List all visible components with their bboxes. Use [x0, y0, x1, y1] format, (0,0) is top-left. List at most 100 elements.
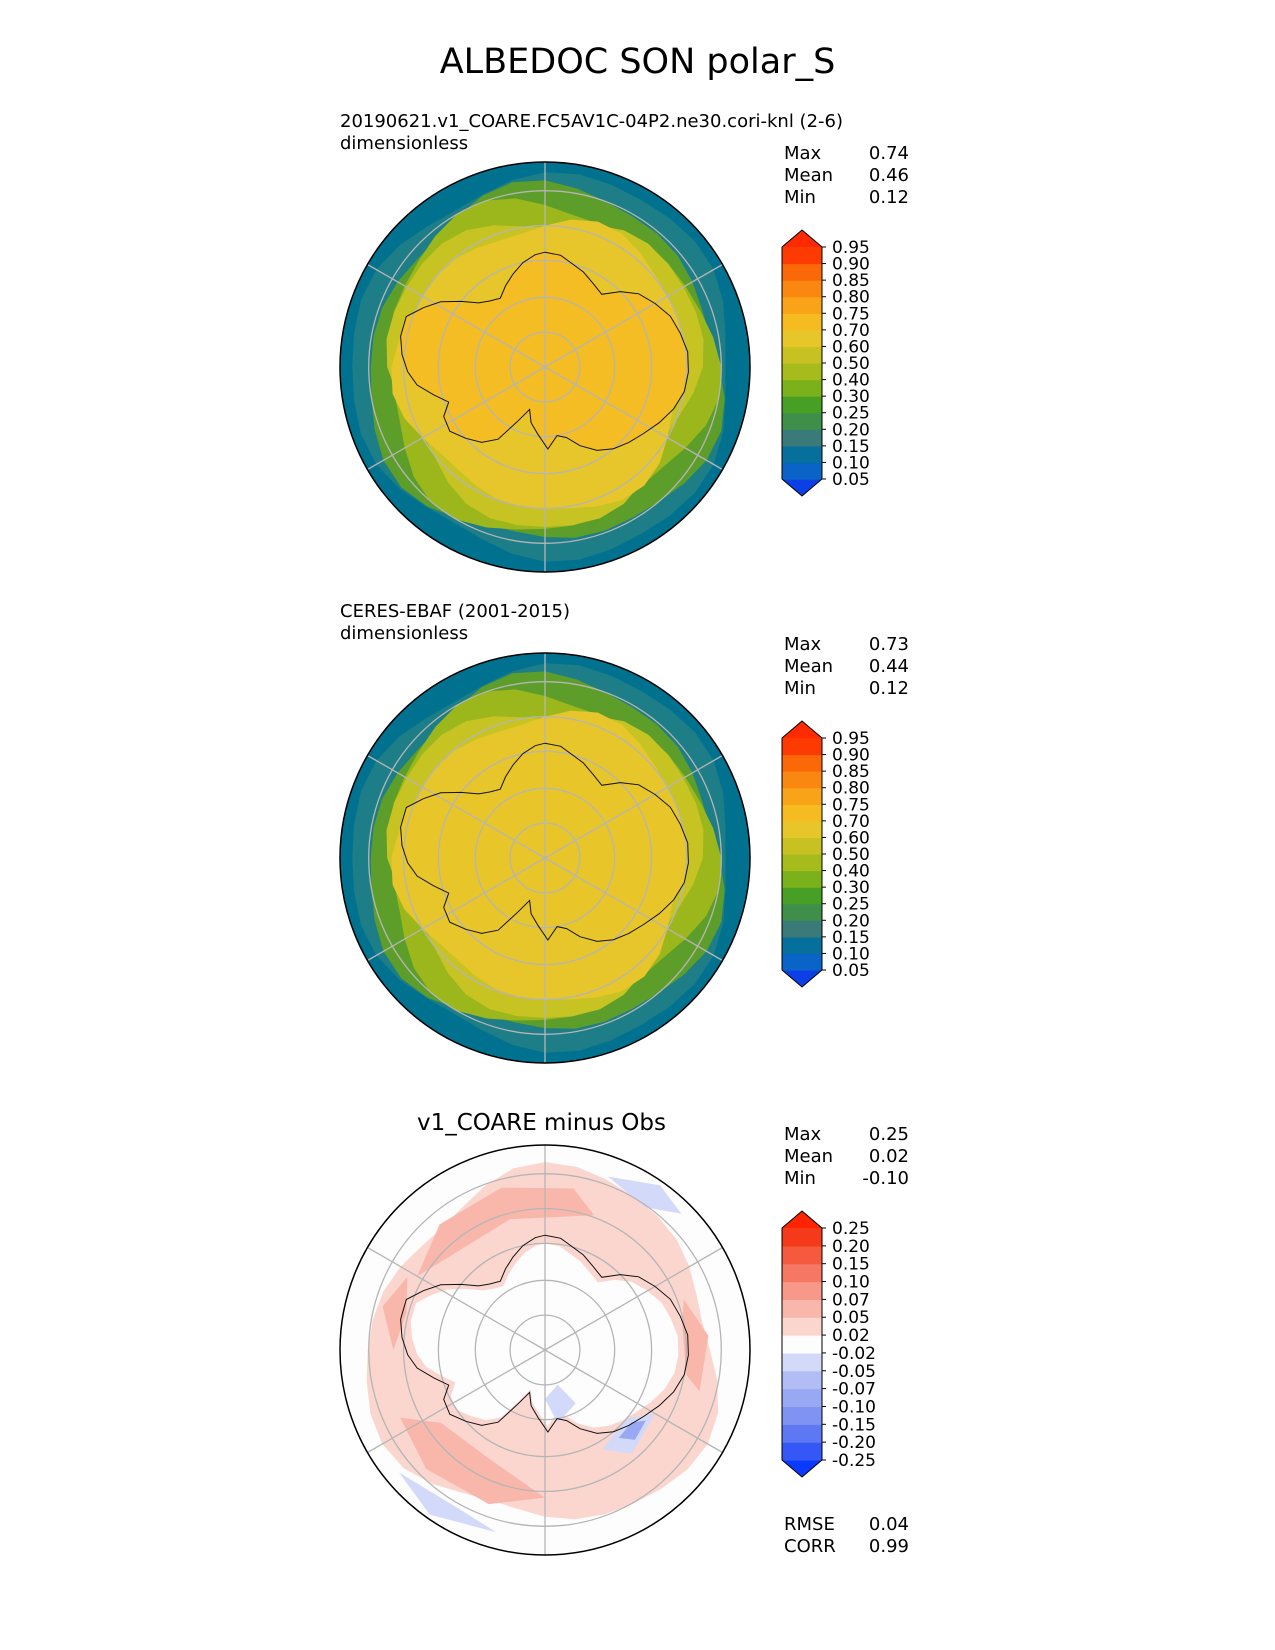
test-cbar-extend-max	[782, 230, 822, 247]
diff-stat-max-label: Max	[784, 1124, 822, 1145]
graticule	[367, 1145, 723, 1555]
diff-cbar-segment	[782, 1228, 822, 1247]
diff-stat-min-label: Min	[784, 1168, 816, 1189]
antarctica-coastline	[400, 742, 689, 942]
meridian-line	[544, 366, 723, 471]
diff-cbar-segment	[782, 1388, 822, 1408]
ref-stat-max-value: 0.73	[868, 634, 909, 655]
diff-err-corr-label: CORR	[784, 1536, 836, 1557]
test-cbar-tick-label: 0.05	[832, 470, 870, 490]
diff-cbar-tick-label: -0.20	[832, 1433, 876, 1453]
diff-panel-title: v1_COARE minus Obs	[417, 1110, 666, 1136]
test-cbar-segment	[782, 280, 822, 298]
diff-cbar-tick-label: -0.07	[832, 1380, 876, 1400]
positive-anomaly	[417, 1187, 595, 1277]
test-cbar-tick-label: 0.40	[832, 371, 870, 391]
ref-cbar-tick-label: 0.25	[832, 895, 870, 915]
ref-cbar-extend-min	[782, 970, 822, 987]
test-cbar-segment	[782, 445, 822, 464]
graticule	[367, 653, 723, 1063]
meridian-line	[367, 1349, 546, 1454]
meridian-line	[544, 754, 723, 859]
ref-cbar-tick-label: 0.10	[832, 944, 870, 964]
ref-stats-table: Max 0.73 Mean 0.44 Min 0.12	[784, 634, 909, 704]
ref-stat-min-label: Min	[784, 678, 816, 699]
ref-cbar-extend-max	[782, 721, 822, 738]
test-cbar-segment	[782, 247, 822, 265]
diff-stats-table: Max 0.25 Mean 0.02 Min -0.10	[784, 1124, 909, 1194]
diff-stat-min-value: -0.10	[862, 1168, 909, 1189]
meridian-line	[544, 1349, 723, 1454]
test-cbar-tick-label: 0.60	[832, 337, 870, 357]
ref-cbar-tick-label: 0.15	[832, 928, 870, 948]
test-cbar-tick-label: 0.50	[832, 354, 870, 374]
test-cbar-tick-label: 0.70	[832, 321, 870, 341]
ref-cbar-segment	[782, 820, 822, 839]
ref-cbar-segment	[782, 920, 822, 938]
ref-cbar-tick-label: 0.80	[832, 779, 870, 799]
test-cbar-tick-label: 0.15	[832, 437, 870, 457]
negative-anomaly	[545, 1384, 576, 1423]
ref-cbar-segment	[782, 804, 822, 822]
ref-cbar-tick-label: 0.05	[832, 961, 870, 981]
ref-stat-mean-value: 0.44	[868, 656, 909, 677]
diff-cbar-segment	[782, 1245, 822, 1265]
meridian-line	[367, 1246, 546, 1351]
ref-cbar-tick-label: 0.95	[832, 729, 870, 749]
test-cbar-segment	[782, 429, 822, 447]
test-cbar-tick-label: 0.80	[832, 288, 870, 308]
meridian-line	[544, 1246, 723, 1351]
ref-cbar-tick-label: 0.20	[832, 911, 870, 931]
map-boundary	[339, 1144, 751, 1556]
difference-colorbar: -0.25-0.20-0.15-0.10-0.07-0.05-0.020.020…	[781, 1210, 876, 1478]
test-colorbar: 0.050.100.150.200.250.300.400.500.600.70…	[781, 229, 870, 497]
diff-cbar-extend-max	[782, 1211, 822, 1228]
diff-cbar-segment	[782, 1442, 822, 1461]
test-cbar-extend-min	[782, 479, 822, 496]
reference-colorbar: 0.050.100.150.200.250.300.400.500.600.70…	[781, 720, 870, 988]
diff-cbar-tick-label: 0.02	[832, 1326, 870, 1346]
ref-cbar-segment	[782, 738, 822, 756]
diff-cbar-tick-label: -0.02	[832, 1344, 876, 1364]
meridian-line	[367, 263, 546, 368]
diff-cbar-segment	[782, 1281, 822, 1300]
ref-cbar-tick-label: 0.30	[832, 878, 870, 898]
negative-anomaly	[608, 1176, 682, 1214]
diff-cbar-tick-label: 0.05	[832, 1308, 870, 1328]
ref-cbar-segment	[782, 787, 822, 805]
diff-error-stats: RMSE 0.04 CORR 0.99	[784, 1514, 909, 1560]
test-polar-map	[339, 161, 751, 573]
ref-cbar-tick-label: 0.60	[832, 828, 870, 848]
difference-polar-map	[339, 1144, 751, 1556]
ref-cbar-tick-label: 0.75	[832, 795, 870, 815]
meridian-line	[544, 857, 723, 962]
map-boundary	[339, 652, 751, 1064]
antarctica-coastline	[400, 1234, 689, 1434]
diff-cbar-segment	[782, 1263, 822, 1283]
ref-cbar-tick-label: 0.50	[832, 845, 870, 865]
positive-anomaly	[400, 1417, 545, 1505]
diff-stat-max-value: 0.25	[868, 1124, 909, 1145]
test-cbar-tick-label: 0.10	[832, 453, 870, 473]
diff-cbar-tick-label: 0.10	[832, 1273, 870, 1293]
diff-cbar-tick-label: 0.15	[832, 1255, 870, 1275]
diff-cbar-segment	[782, 1424, 822, 1443]
test-stat-min-value: 0.12	[868, 187, 909, 208]
test-cbar-tick-label: 0.95	[832, 238, 870, 258]
reference-polar-map	[339, 652, 751, 1064]
test-cbar-tick-label: 0.25	[832, 404, 870, 424]
negative-anomaly	[399, 1472, 497, 1533]
diff-cbar-tick-label: -0.25	[832, 1451, 876, 1471]
ref-cbar-tick-label: 0.70	[832, 812, 870, 832]
meridian-line	[367, 754, 546, 859]
test-cbar-tick-label: 0.85	[832, 271, 870, 291]
diff-stat-mean-label: Mean	[784, 1146, 834, 1167]
diff-cbar-segment	[782, 1317, 822, 1336]
antarctica-coastline	[400, 251, 689, 451]
figure-title: ALBEDOC SON polar_S	[439, 42, 836, 82]
ref-stat-min-value: 0.12	[868, 678, 909, 699]
ref-cbar-segment	[782, 771, 822, 789]
meridian-line	[367, 366, 546, 471]
test-panel-units: dimensionless	[340, 133, 469, 154]
ref-cbar-tick-label: 0.40	[832, 862, 870, 882]
